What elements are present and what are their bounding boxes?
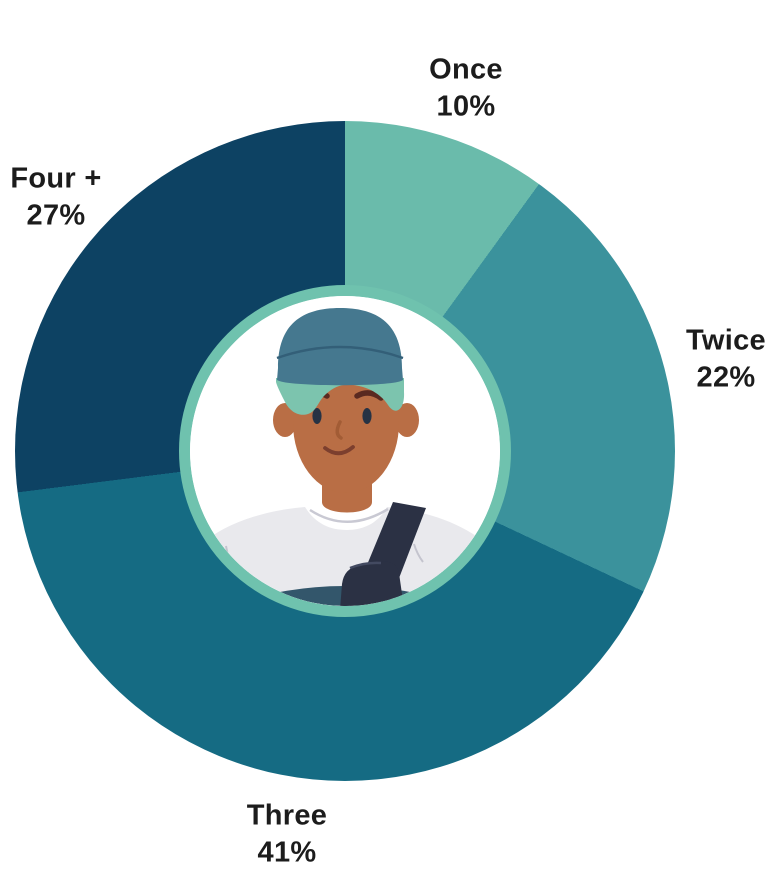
avatar-beanie-hat — [276, 308, 404, 386]
segment-percent: 22% — [696, 361, 756, 393]
segment-label-three: Three 41% — [247, 797, 327, 870]
avatar-strap — [340, 502, 426, 606]
person-avatar-illustration — [190, 296, 500, 606]
donut-center-circle — [179, 285, 511, 617]
segment-name: Twice — [686, 324, 766, 357]
segment-name: Four + — [10, 162, 102, 195]
segment-label-four-plus: Four + 27% — [10, 160, 101, 233]
segment-name: Three — [246, 799, 328, 832]
segment-name: Once — [429, 53, 503, 86]
segment-percent: 27% — [26, 199, 86, 231]
segment-label-once: Once 10% — [429, 51, 503, 124]
segment-percent: 10% — [436, 90, 496, 122]
segment-percent: 41% — [257, 836, 317, 868]
avatar-hair — [276, 378, 405, 415]
segment-label-twice: Twice 22% — [686, 322, 766, 395]
